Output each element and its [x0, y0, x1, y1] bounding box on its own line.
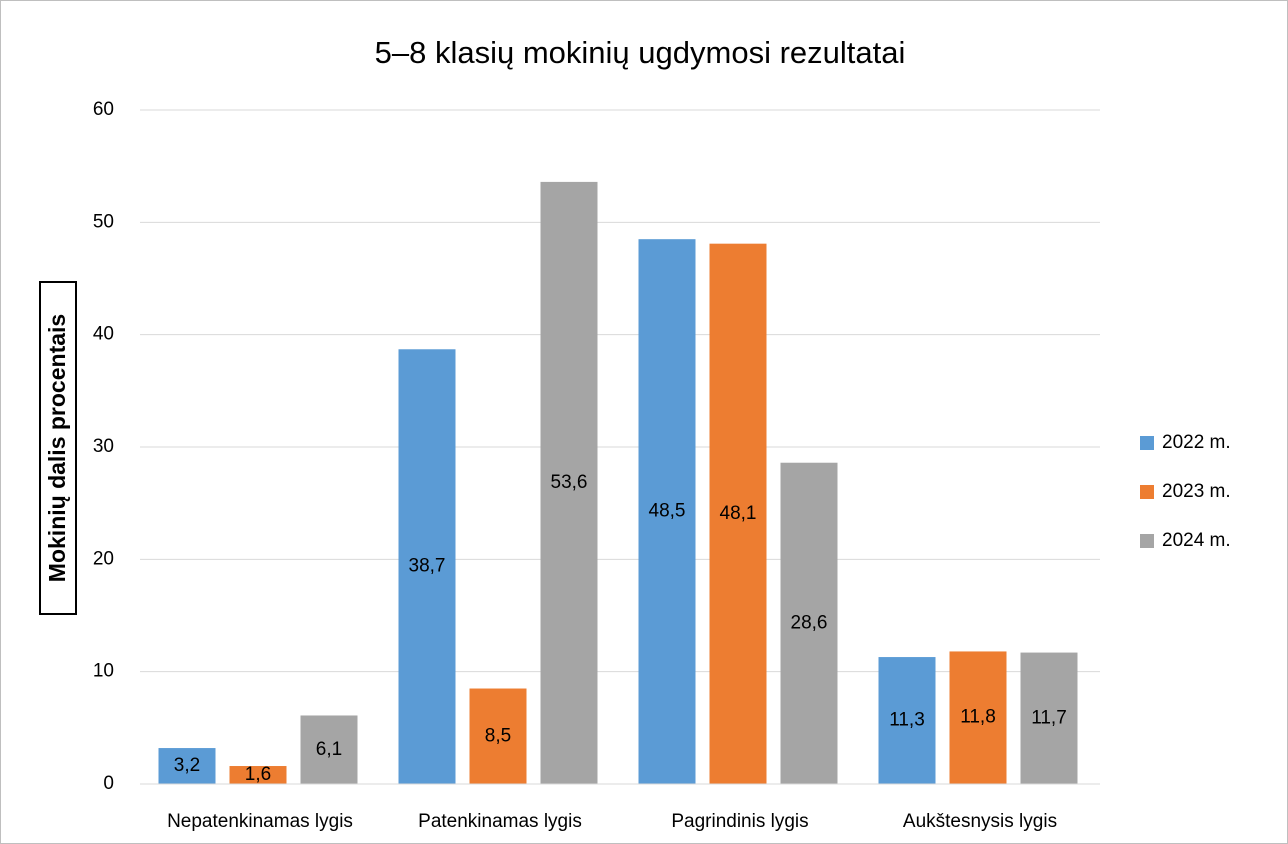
- bar: [158, 748, 216, 784]
- legend-label: 2022 m.: [1162, 432, 1231, 453]
- data-label: 11,8: [960, 707, 996, 728]
- legend-label: 2024 m.: [1162, 530, 1231, 551]
- bar: [229, 766, 287, 784]
- data-label: 8,5: [485, 725, 511, 746]
- data-label: 53,6: [551, 472, 588, 493]
- y-tick-label: 30: [93, 436, 114, 457]
- y-tick-label: 60: [93, 99, 114, 120]
- y-label-box: [39, 281, 77, 615]
- bar: [878, 657, 936, 784]
- data-label: 6,1: [316, 739, 342, 760]
- y-tick-label: 10: [93, 661, 114, 682]
- x-tick-label: Nepatenkinamas lygis: [167, 811, 353, 832]
- data-label: 11,3: [889, 710, 925, 731]
- data-label: 48,5: [649, 501, 686, 522]
- data-label: 11,7: [1031, 707, 1067, 728]
- bar: [949, 651, 1007, 784]
- data-label: 1,6: [245, 764, 271, 785]
- y-tick-label: 20: [93, 548, 114, 569]
- bar: [709, 243, 767, 785]
- y-axis-label: Mokinių dalis procentais: [44, 314, 70, 582]
- bar: [780, 462, 838, 784]
- legend-swatch: [1140, 436, 1154, 450]
- x-tick-label: Aukštesnysis lygis: [903, 811, 1057, 832]
- bar: [1020, 652, 1078, 784]
- x-tick-label: Pagrindinis lygis: [671, 811, 808, 832]
- data-label: 3,2: [174, 755, 200, 776]
- bar: [469, 688, 527, 784]
- legend-label: 2023 m.: [1162, 481, 1231, 502]
- bar: [300, 715, 358, 784]
- y-tick-label: 40: [93, 324, 114, 345]
- data-label: 28,6: [791, 612, 828, 633]
- bar: [540, 181, 598, 785]
- y-tick-label: 0: [103, 773, 114, 794]
- bar: [398, 349, 456, 784]
- y-tick-label: 50: [93, 211, 114, 232]
- chart-title: 5–8 klasių mokinių ugdymosi rezultatai: [375, 35, 906, 70]
- legend-swatch: [1140, 485, 1154, 499]
- x-tick-label: Patenkinamas lygis: [418, 811, 582, 832]
- legend-swatch: [1140, 534, 1154, 548]
- bar: [638, 239, 696, 784]
- data-label: 48,1: [720, 503, 757, 524]
- data-label: 38,7: [409, 556, 446, 577]
